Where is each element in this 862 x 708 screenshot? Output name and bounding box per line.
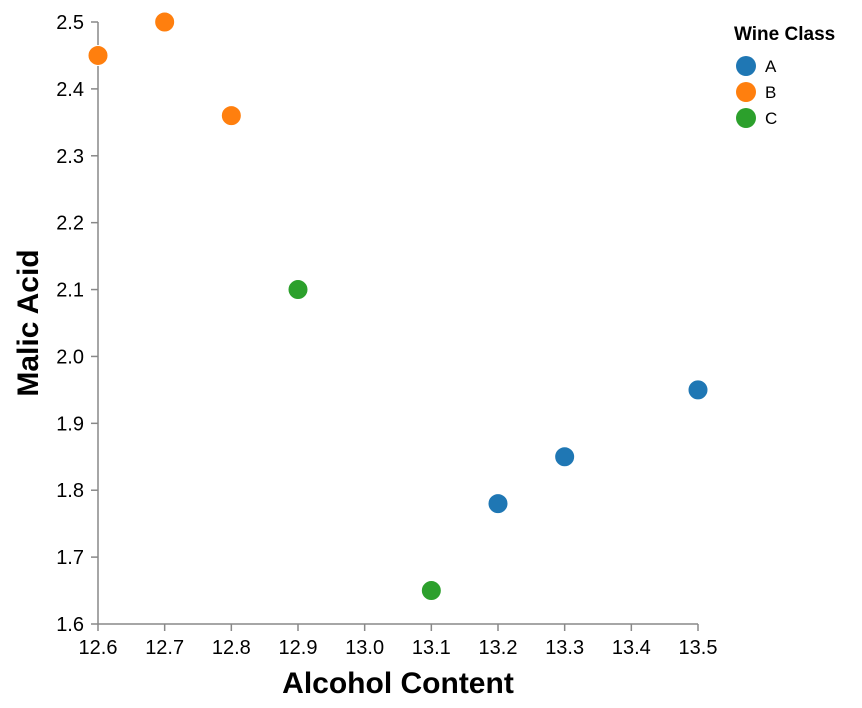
y-tick-label: 2.3 <box>56 146 84 168</box>
data-point-a <box>487 493 509 515</box>
data-point-c <box>420 580 442 602</box>
data-point-b <box>154 11 176 33</box>
x-tick-label: 13.3 <box>545 637 584 659</box>
y-tick-label: 2.0 <box>56 346 84 368</box>
legend-label-a: A <box>765 57 777 76</box>
data-point-a <box>554 446 576 468</box>
y-tick-label: 1.6 <box>56 614 84 636</box>
data-point-c <box>287 279 309 301</box>
legend: Wine Class ABC <box>734 24 835 128</box>
y-tick-label: 1.9 <box>56 413 84 435</box>
data-point-b <box>220 105 242 127</box>
data-points <box>87 11 709 602</box>
x-tick-label: 12.6 <box>79 637 118 659</box>
legend-title: Wine Class <box>734 24 835 45</box>
legend-symbol-b <box>736 82 756 102</box>
x-tick-label: 13.4 <box>612 637 651 659</box>
x-tick-label: 13.1 <box>412 637 451 659</box>
y-tick-label: 2.2 <box>56 213 84 235</box>
data-point-a <box>687 379 709 401</box>
y-axis-title: Malic Acid <box>12 249 45 396</box>
y-tick-label: 2.4 <box>56 79 84 101</box>
x-tick-label: 12.8 <box>212 637 251 659</box>
y-tick-label: 2.1 <box>56 280 84 302</box>
y-axis: 1.6 1.7 1.8 1.9 2.0 2.1 2.2 2.3 2.4 2.5 <box>56 12 99 636</box>
x-tick-label: 12.9 <box>279 637 318 659</box>
y-tick-label: 1.7 <box>56 547 84 569</box>
y-tick-label: 2.5 <box>56 12 84 34</box>
legend-label-b: B <box>765 83 776 102</box>
legend-symbol-c <box>736 108 756 128</box>
x-tick-label: 12.7 <box>145 637 184 659</box>
x-tick-label: 13.5 <box>679 637 718 659</box>
legend-label-c: C <box>765 109 777 128</box>
legend-symbol-a <box>736 56 756 76</box>
x-axis: 12.6 12.7 12.8 12.9 13.0 13.1 13.2 13.3 13.4 13.5 <box>79 623 718 659</box>
x-axis-title: Alcohol Content <box>282 667 514 700</box>
y-tick-label: 1.8 <box>56 480 84 502</box>
x-tick-label: 13.2 <box>479 637 518 659</box>
data-point-b <box>87 44 109 66</box>
x-tick-label: 13.0 <box>345 637 384 659</box>
